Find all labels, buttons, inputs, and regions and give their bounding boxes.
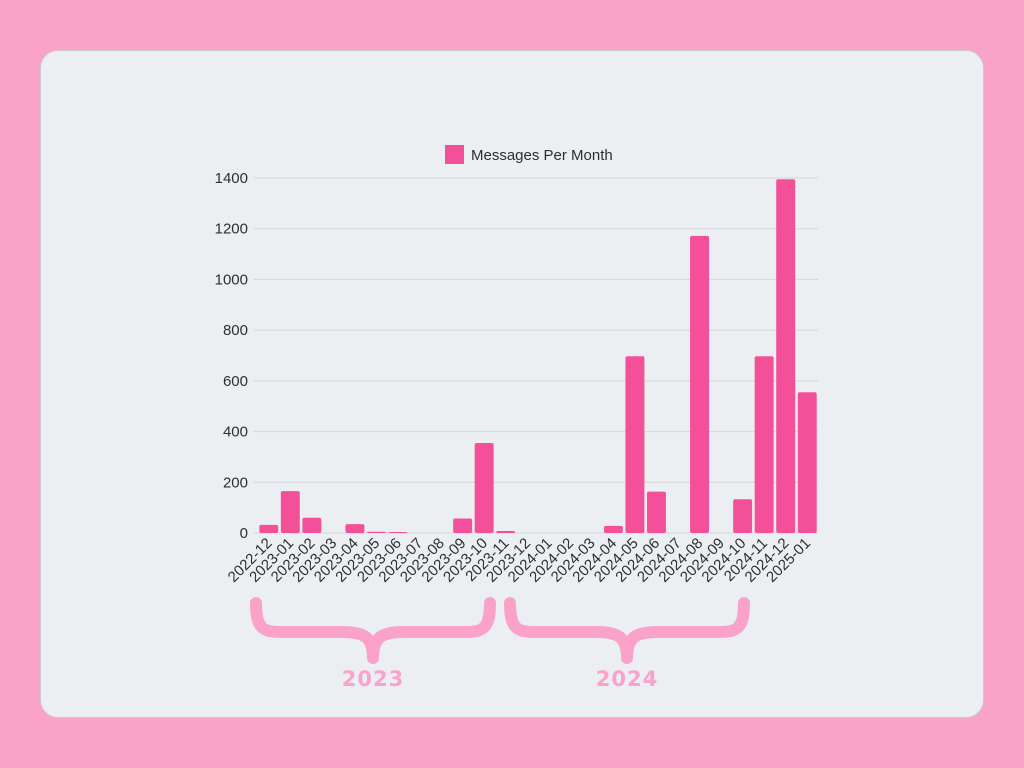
legend-swatch [445,145,464,164]
x-axis-ticks: 2022-122023-012023-022023-032023-042023-… [225,535,814,586]
year-brace-2024 [504,597,750,664]
bar-2024-12 [776,179,796,533]
bar-2023-06 [388,532,408,533]
bar-2022-12 [259,524,279,533]
bar-2024-11 [754,356,774,533]
y-axis-ticks: 0 200 400 600 800 1000 1200 1400 [215,170,248,542]
legend-label: Messages Per Month [471,147,613,164]
bar-2024-04 [603,525,623,533]
y-tick-label: 1200 [215,221,248,238]
bar-2023-05 [366,531,386,533]
year-label-2024: 2024 [596,667,658,691]
bars [259,179,817,534]
grid-lines [254,177,818,534]
bar-2023-10 [474,442,494,533]
y-tick-label: 1400 [215,170,248,187]
y-tick-label: 800 [223,322,248,339]
y-tick-label: 400 [223,424,248,441]
bar-2024-08 [690,235,710,534]
bar-2023-02 [302,517,322,533]
bar-2023-04 [345,524,365,533]
bar-2024-06 [646,491,666,533]
bar-2025-01 [797,392,817,533]
bar-2024-10 [733,499,753,533]
y-tick-label: 600 [223,373,248,390]
y-tick-label: 200 [223,474,248,491]
year-brace-2023 [250,597,496,664]
year-braces: 2023 2024 [250,597,750,691]
bar-2023-09 [453,518,473,533]
year-label-2023: 2023 [342,667,404,691]
bar-2024-05 [625,356,645,533]
bar-2023-01 [280,491,300,533]
bar-2023-11 [496,530,516,533]
y-tick-label: 0 [240,525,248,542]
legend: Messages Per Month [445,145,613,164]
y-tick-label: 1000 [215,271,248,288]
